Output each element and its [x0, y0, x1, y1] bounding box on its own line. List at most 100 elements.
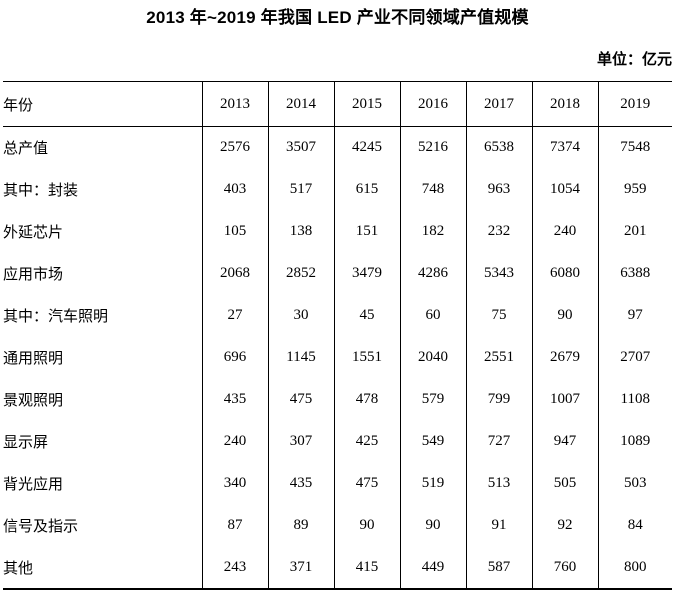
value-cell: 5343	[465, 252, 532, 295]
value-cell: 587	[465, 546, 532, 589]
value-cell: 947	[531, 420, 598, 463]
value-cell: 435	[201, 378, 268, 421]
value-cell: 27	[201, 294, 268, 337]
value-cell: 1089	[597, 420, 672, 463]
value-cell: 760	[531, 546, 598, 589]
value-cell: 519	[399, 462, 466, 505]
value-cell: 748	[399, 168, 466, 211]
value-cell: 240	[201, 420, 268, 463]
value-cell: 449	[399, 546, 466, 589]
value-cell: 3479	[333, 252, 400, 295]
value-cell: 959	[597, 168, 672, 211]
value-cell: 2068	[201, 252, 268, 295]
table-row: 其他 243 371 415 449 587 760 800	[3, 546, 672, 589]
table-row: 信号及指示 87 89 90 90 91 92 84	[3, 504, 672, 547]
value-cell: 151	[333, 210, 400, 253]
value-cell: 5216	[399, 126, 466, 169]
value-cell: 97	[597, 294, 672, 337]
value-cell: 415	[333, 546, 400, 589]
value-cell: 371	[267, 546, 334, 589]
row-label-cell: 通用照明	[3, 351, 64, 367]
value-cell: 45	[333, 294, 400, 337]
value-cell: 2852	[267, 252, 334, 295]
row-label-cell: 景观照明	[3, 393, 64, 409]
table-row: 其中：汽车照明 27 30 45 60 75 90 97	[3, 294, 672, 337]
value-cell: 517	[267, 168, 334, 211]
value-cell: 4286	[399, 252, 466, 295]
value-cell: 2707	[597, 336, 672, 379]
value-cell: 89	[267, 504, 334, 547]
value-cell: 2576	[201, 126, 268, 169]
value-cell: 6388	[597, 252, 672, 295]
value-cell: 505	[531, 462, 598, 505]
row-label-cell: 其中：封装	[3, 183, 79, 199]
data-table: 年份 2013 2014 2015 2016 2017 2018 2019 总产值 2576 3…	[3, 81, 672, 590]
value-cell: 201	[597, 210, 672, 253]
page-title: 2013 年~2019 年我国 LED 产业不同领域产值规模	[146, 8, 529, 27]
value-cell: 435	[267, 462, 334, 505]
value-cell: 232	[465, 210, 532, 253]
table-row: 总产值 2576 3507 4245 5216 6538 7374 7548	[3, 126, 672, 169]
table-row: 其中：封装 403 517 615 748 963 1054 959	[3, 168, 672, 211]
value-cell: 182	[399, 210, 466, 253]
row-label-cell: 应用市场	[3, 267, 64, 283]
value-cell: 91	[465, 504, 532, 547]
value-cell: 90	[333, 504, 400, 547]
year-column-header: 年份	[3, 97, 34, 114]
row-label-cell: 总产值	[3, 141, 49, 158]
table-row: 通用照明 696 1145 1551 2040 2551 2679 2707	[3, 336, 672, 379]
table-row: 外延芯片 105 138 151 182 232 240 201	[3, 210, 672, 253]
row-label-cell: 显示屏	[3, 435, 49, 451]
unit-label: 单位：亿元	[596, 52, 672, 68]
value-cell: 240	[531, 210, 598, 253]
value-cell: 6080	[531, 252, 598, 295]
value-cell: 478	[333, 378, 400, 421]
value-cell: 696	[201, 336, 268, 379]
year-header-cell: 2015	[333, 81, 400, 127]
value-cell: 92	[531, 504, 598, 547]
table-body: 总产值 2576 3507 4245 5216 6538 7374 7548 其中：封装 403 5…	[3, 126, 672, 589]
value-cell: 1108	[597, 378, 672, 421]
value-cell: 87	[201, 504, 268, 547]
value-cell: 90	[399, 504, 466, 547]
value-cell: 1054	[531, 168, 598, 211]
value-cell: 340	[201, 462, 268, 505]
value-cell: 60	[399, 294, 466, 337]
value-cell: 475	[333, 462, 400, 505]
value-cell: 1145	[267, 336, 334, 379]
value-cell: 1551	[333, 336, 400, 379]
value-cell: 7374	[531, 126, 598, 169]
year-header-cell: 2014	[267, 81, 334, 127]
year-header-cell: 2016	[399, 81, 466, 127]
value-cell: 513	[465, 462, 532, 505]
value-cell: 7548	[597, 126, 672, 169]
value-cell: 2679	[531, 336, 598, 379]
value-cell: 2040	[399, 336, 466, 379]
table-row: 显示屏 240 307 425 549 727 947 1089	[3, 420, 672, 463]
value-cell: 75	[465, 294, 532, 337]
value-cell: 549	[399, 420, 466, 463]
year-header-cell: 2017	[465, 81, 532, 127]
table-row: 应用市场 2068 2852 3479 4286 5343 6080 6388	[3, 252, 672, 295]
value-cell: 307	[267, 420, 334, 463]
value-cell: 503	[597, 462, 672, 505]
header-row: 年份 2013 2014 2015 2016 2017 2018 2019	[3, 81, 672, 127]
value-cell: 475	[267, 378, 334, 421]
value-cell: 3507	[267, 126, 334, 169]
value-cell: 4245	[333, 126, 400, 169]
row-label-cell: 背光应用	[3, 477, 64, 493]
value-cell: 30	[267, 294, 334, 337]
year-header-cell: 2019	[597, 81, 672, 127]
row-label-cell: 外延芯片	[3, 225, 64, 241]
value-cell: 138	[267, 210, 334, 253]
value-cell: 2551	[465, 336, 532, 379]
table-row: 景观照明 435 475 478 579 799 1007 1108	[3, 378, 672, 421]
table-row: 背光应用 340 435 475 519 513 505 503	[3, 462, 672, 505]
value-cell: 84	[597, 504, 672, 547]
value-cell: 1007	[531, 378, 598, 421]
value-cell: 963	[465, 168, 532, 211]
value-cell: 90	[531, 294, 598, 337]
value-cell: 727	[465, 420, 532, 463]
value-cell: 615	[333, 168, 400, 211]
